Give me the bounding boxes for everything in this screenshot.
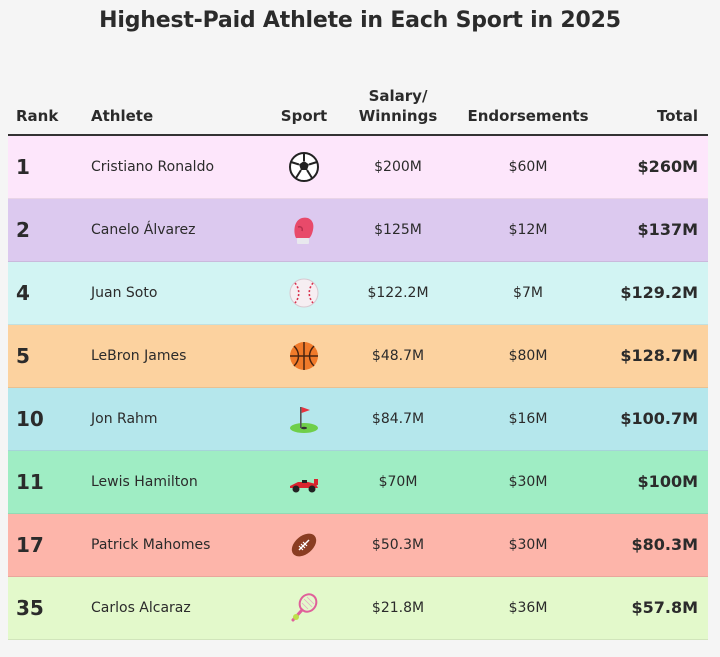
athlete-cell: Cristiano Ronaldo: [91, 159, 215, 175]
table-header: Rank Athlete Sport Salary/ Winnings Endo…: [8, 80, 708, 136]
salary-cell: $200M: [374, 159, 422, 175]
header-sport: Sport: [280, 107, 328, 125]
race-car-icon: [284, 451, 324, 513]
total-cell: $57.8M: [631, 598, 698, 617]
table-row: 5 LeBron James $48.7M $80M $128.7M: [8, 325, 708, 388]
baseball-icon: [284, 262, 324, 324]
chart-title: Highest-Paid Athlete in Each Sport in 20…: [99, 8, 621, 33]
athlete-cell: Juan Soto: [91, 285, 158, 301]
table-body: 1 Cristiano Ronaldo $200M $60M $260M 2 Canelo …: [8, 136, 708, 640]
soccer-ball-icon: [284, 136, 324, 198]
total-cell: $260M: [637, 157, 698, 176]
table-row: 17 Patrick Mahomes $50.3M $30M $80.3M: [8, 514, 708, 577]
rank-cell: 4: [16, 281, 30, 305]
total-cell: $80.3M: [631, 535, 698, 554]
endorsements-cell: $60M: [508, 159, 548, 175]
total-cell: $100M: [637, 472, 698, 491]
athlete-cell: Jon Rahm: [91, 411, 158, 427]
salary-cell: $122.2M: [367, 285, 429, 301]
table-row: 35 Carlos Alcaraz $21.8M $36M $57.8M: [8, 577, 708, 640]
salary-cell: $70M: [378, 474, 418, 490]
endorsements-cell: $12M: [508, 222, 548, 238]
rank-cell: 17: [16, 533, 44, 557]
rank-cell: 11: [16, 470, 44, 494]
athlete-cell: Carlos Alcaraz: [91, 600, 191, 616]
table-row: 10 Jon Rahm $84.7M $16M $100.7M: [8, 388, 708, 451]
endorsements-cell: $16M: [508, 411, 548, 427]
boxing-glove-icon: [284, 199, 324, 261]
endorsements-cell: $30M: [508, 537, 548, 553]
table-row: 2 Canelo Álvarez $125M $12M $137M: [8, 199, 708, 262]
total-cell: $137M: [637, 220, 698, 239]
header-total: Total: [657, 107, 698, 125]
salary-cell: $125M: [374, 222, 422, 238]
endorsements-cell: $7M: [513, 285, 543, 301]
header-rank: Rank: [16, 107, 59, 125]
header-athlete: Athlete: [91, 107, 154, 125]
rank-cell: 2: [16, 218, 30, 242]
endorsements-cell: $80M: [508, 348, 548, 364]
athlete-cell: LeBron James: [91, 348, 187, 364]
salary-cell: $48.7M: [371, 348, 425, 364]
header-endorsements: Endorsements: [467, 107, 589, 125]
total-cell: $129.2M: [620, 283, 698, 302]
basketball-icon: [284, 325, 324, 387]
salary-cell: $84.7M: [371, 411, 425, 427]
salary-cell: $21.8M: [371, 600, 425, 616]
endorsements-cell: $36M: [508, 600, 548, 616]
athlete-cell: Lewis Hamilton: [91, 474, 198, 490]
rank-cell: 5: [16, 344, 30, 368]
total-cell: $128.7M: [620, 346, 698, 365]
table-row: 1 Cristiano Ronaldo $200M $60M $260M: [8, 136, 708, 199]
athlete-cell: Canelo Álvarez: [91, 222, 196, 238]
rank-cell: 35: [16, 596, 44, 620]
header-salary: Salary/ Winnings: [358, 87, 438, 125]
table-row: 4 Juan Soto $122.2M $7M $129.2M: [8, 262, 708, 325]
athlete-cell: Patrick Mahomes: [91, 537, 211, 553]
total-cell: $100.7M: [620, 409, 698, 428]
rank-cell: 10: [16, 407, 44, 431]
golf-flag-icon: [284, 388, 324, 450]
american-football-icon: [284, 514, 324, 576]
tennis-racket-icon: [284, 577, 324, 639]
endorsements-cell: $30M: [508, 474, 548, 490]
table-row: 11 Lewis Hamilton $70M $30M $100M: [8, 451, 708, 514]
rank-cell: 1: [16, 155, 30, 179]
salary-cell: $50.3M: [371, 537, 425, 553]
